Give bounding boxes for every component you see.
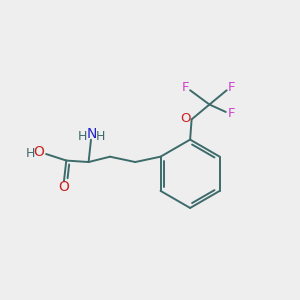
Text: H: H bbox=[96, 130, 105, 143]
Text: H: H bbox=[78, 130, 87, 143]
Text: F: F bbox=[182, 81, 189, 94]
Text: O: O bbox=[34, 145, 44, 159]
Text: H: H bbox=[26, 147, 35, 160]
Text: O: O bbox=[58, 180, 69, 194]
Text: F: F bbox=[227, 106, 235, 120]
Text: N: N bbox=[86, 128, 97, 141]
Text: O: O bbox=[180, 112, 190, 125]
Text: F: F bbox=[228, 81, 235, 94]
